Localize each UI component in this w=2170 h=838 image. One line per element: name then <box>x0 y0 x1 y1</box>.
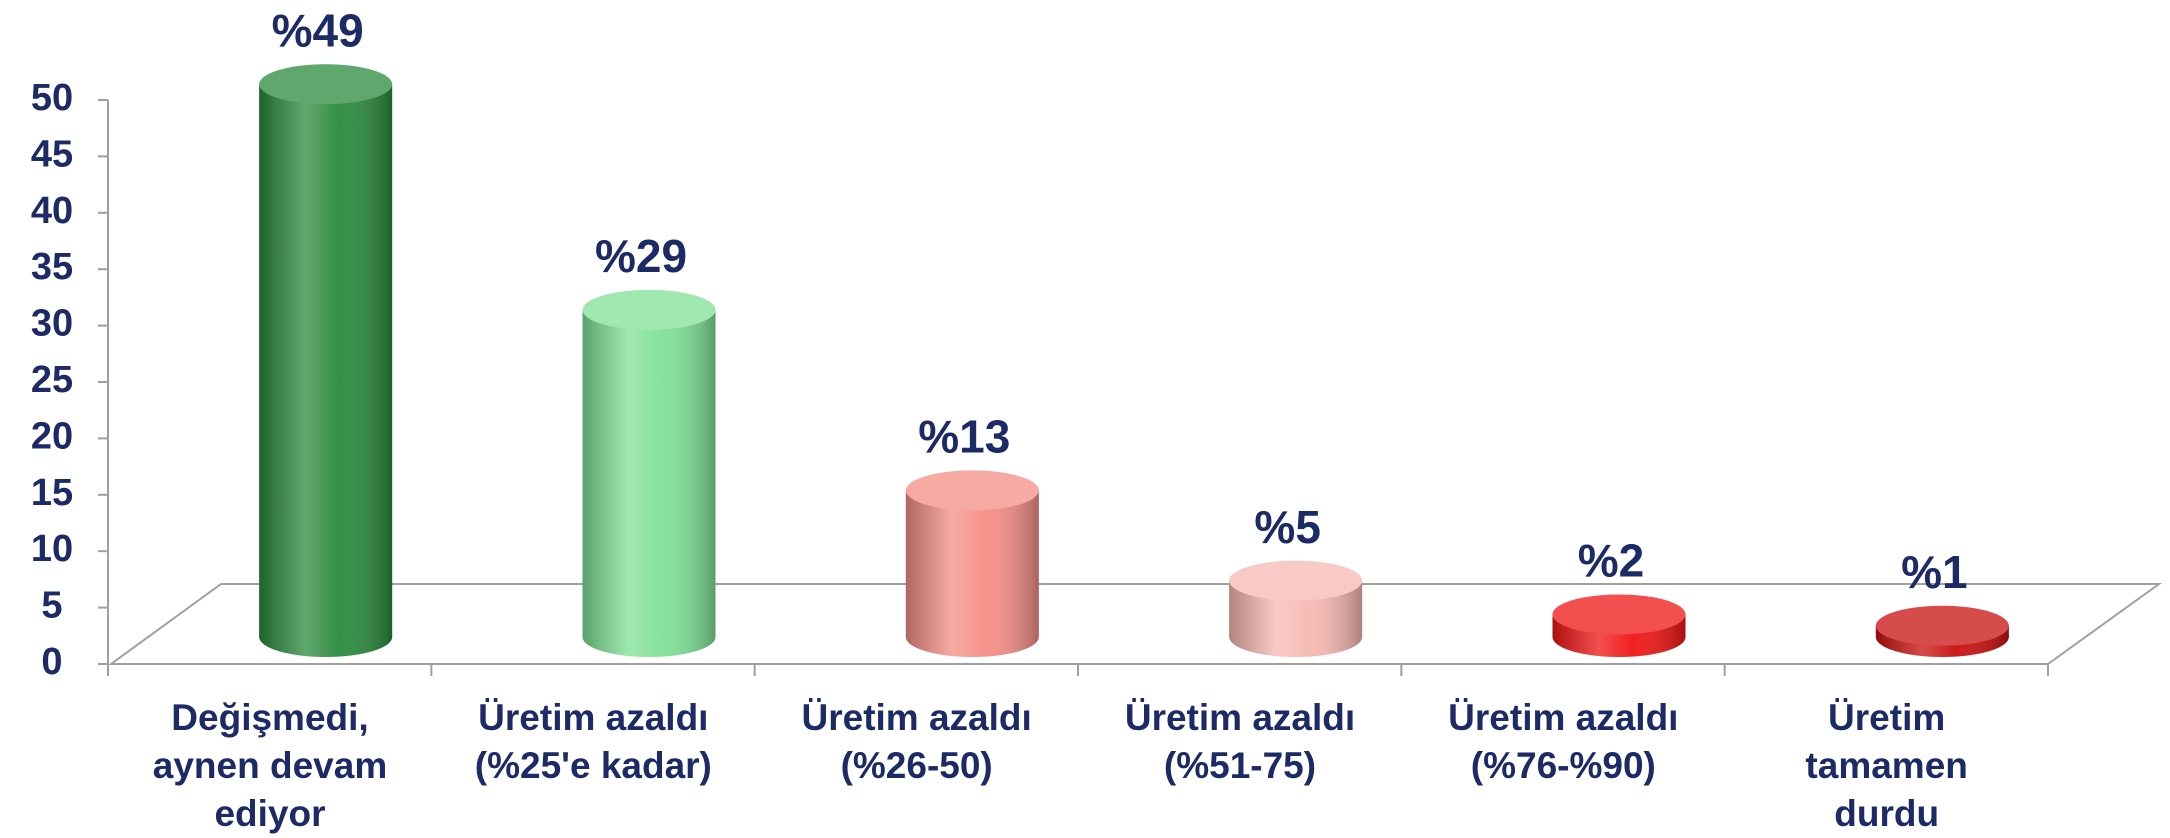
bar <box>1875 605 2009 657</box>
y-tick-label: 45 <box>31 133 73 175</box>
bar-top-light <box>1875 605 2009 646</box>
x-tick-label: Üretim azaldı (%25'e kadar) <box>474 697 712 786</box>
bar-top <box>1552 594 1686 635</box>
bar-top <box>1229 560 1363 601</box>
x-tick-label: Üretim azaldı (%51-75) <box>1124 697 1356 786</box>
x-tick-label: Üretim azaldı (%26-50) <box>801 697 1032 786</box>
y-tick-label: 10 <box>31 528 73 570</box>
bar-body-shade <box>259 84 393 637</box>
x-tick-label: Üretim tamamen durdu <box>1805 697 1968 834</box>
value-label: %49 <box>272 4 364 56</box>
bar-top-light <box>905 470 1039 511</box>
y-tick-label: 40 <box>31 190 73 232</box>
y-tick-label: 20 <box>31 415 73 457</box>
bar-top <box>259 64 393 105</box>
y-tick-label: 0 <box>41 641 62 683</box>
value-label: %5 <box>1254 501 1320 553</box>
value-label: %13 <box>918 411 1010 463</box>
y-tick-label: 30 <box>31 303 73 345</box>
bar <box>905 470 1039 657</box>
bar-top <box>1875 605 2009 646</box>
bar-top-light <box>582 289 716 330</box>
x-tick-label: Üretim azaldı (%76-%90) <box>1448 697 1679 786</box>
bar <box>1229 560 1363 657</box>
value-label: %29 <box>595 230 687 282</box>
bar-top <box>582 289 716 330</box>
floor <box>107 583 2163 665</box>
value-label: %1 <box>1901 546 1967 598</box>
x-tick-label: Değişmedi, aynen devam ediyor <box>152 697 388 834</box>
bar <box>1552 594 1686 657</box>
bar <box>582 289 716 657</box>
bar-body-shade <box>905 490 1039 637</box>
y-tick-label: 50 <box>31 77 73 119</box>
y-tick-label: 35 <box>31 246 73 288</box>
value-label: %2 <box>1578 535 1644 587</box>
y-tick-label: 25 <box>31 359 73 401</box>
bar <box>259 64 393 657</box>
bar-top-light <box>1552 594 1686 635</box>
bar-top-light <box>259 64 393 105</box>
y-tick-label: 5 <box>41 585 62 627</box>
y-tick-label: 15 <box>31 472 73 514</box>
bar-top-light <box>1229 560 1363 601</box>
bar-top <box>905 470 1039 511</box>
bar-body-shade <box>582 309 716 637</box>
